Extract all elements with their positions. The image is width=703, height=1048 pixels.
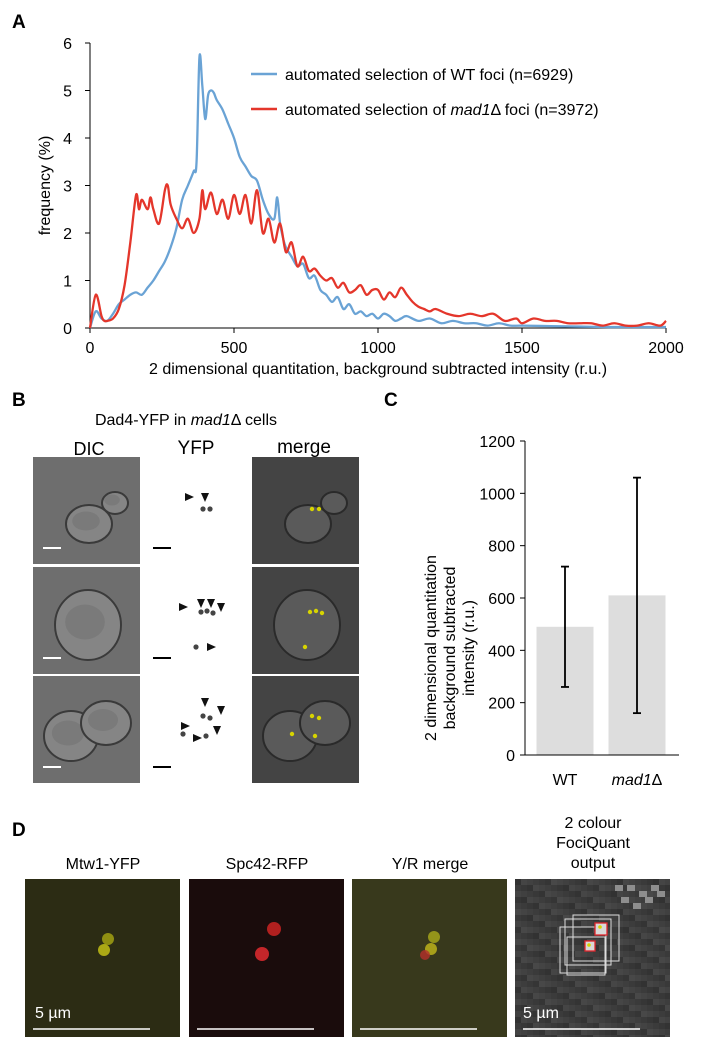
scale-bar-label-mtw1: 5 µm — [35, 1005, 71, 1022]
y-axis-title-line-3: intensity (r.u.) — [461, 600, 478, 696]
y-tick-label: 1000 — [479, 486, 515, 503]
x-tick-label: 2000 — [648, 340, 684, 357]
y-tick-label: 6 — [63, 36, 72, 53]
column-header-mtw1: Mtw1-YFP — [65, 856, 141, 873]
panel-b-title: Dad4-YFP in mad1Δ cells — [94, 412, 278, 429]
column-header-yfp: YFP — [177, 438, 215, 459]
category-label-mad1: mad1Δ — [612, 772, 663, 789]
yr-merge-image — [352, 879, 507, 1037]
y-tick-label: 4 — [63, 131, 72, 148]
y-tick-label: 1200 — [479, 434, 515, 451]
panel-label-d: D — [12, 820, 26, 841]
y-tick-label: 5 — [63, 84, 72, 101]
x-tick-label: 1000 — [360, 340, 396, 357]
x-tick-label: 500 — [221, 340, 248, 357]
y-tick-label: 800 — [488, 539, 515, 556]
column-header-spc42: Spc42-RFP — [225, 856, 309, 873]
y-tick-label: 400 — [488, 643, 515, 660]
y-tick-label: 0 — [63, 321, 72, 338]
mad1-frequency-line — [88, 183, 667, 329]
frequency-line-chart: 0 1 2 3 4 5 6 0 500 1000 1500 2000 2 dimensional qua… — [37, 36, 684, 378]
microscopy-grid — [33, 457, 359, 783]
dic-image — [33, 457, 140, 564]
yfp-image — [142, 676, 250, 783]
intensity-bar-chart: 2 dimensional quantitation background su… — [423, 434, 679, 789]
merge-image — [252, 566, 359, 674]
column-header-fociquant: 2 colour FociQuant output — [556, 815, 630, 872]
x-tick-label: 0 — [86, 340, 95, 357]
y-axis-title: frequency (%) — [37, 136, 54, 236]
legend-label-wt: automated selection of WT foci (n=6929) — [285, 67, 573, 84]
y-tick-label: 1 — [63, 274, 72, 291]
panel-label-b: B — [12, 390, 26, 411]
y-axis-title-line-1: 2 dimensional quantitation — [423, 555, 440, 741]
scale-bar-label-fociquant: 5 µm — [523, 1005, 559, 1022]
y-tick-label: 200 — [488, 696, 515, 713]
panel-label-a: A — [12, 12, 26, 33]
two-colour-images: 5 µm 5 µm — [25, 879, 675, 1037]
wt-frequency-line — [88, 53, 666, 329]
panel-label-c: C — [384, 390, 398, 411]
column-header-merge-yr: Y/R merge — [391, 856, 469, 873]
mtw1-yfp-image — [25, 879, 180, 1037]
y-tick-label: 2 — [63, 226, 72, 243]
x-tick-label: 1500 — [504, 340, 540, 357]
y-tick-label: 600 — [488, 591, 515, 608]
merge-image — [252, 457, 359, 564]
y-axis-title-line-2: background subtracted — [442, 567, 459, 730]
dic-image — [33, 676, 140, 783]
yfp-image — [142, 457, 250, 564]
legend-label-mad1: automated selection of mad1Δ foci (n=397… — [285, 102, 599, 119]
x-axis-title: 2 dimensional quantitation, background s… — [149, 361, 607, 378]
merge-image — [252, 676, 359, 783]
y-tick-label: 0 — [506, 748, 515, 765]
fociquant-output-image — [515, 879, 670, 1037]
category-label-wt: WT — [553, 772, 578, 789]
dic-image — [33, 566, 140, 674]
spc42-rfp-image — [189, 879, 344, 1037]
column-header-merge: merge — [277, 437, 331, 458]
y-tick-label: 3 — [63, 179, 72, 196]
column-header-dic: DIC — [73, 439, 105, 459]
yfp-image — [142, 566, 250, 674]
